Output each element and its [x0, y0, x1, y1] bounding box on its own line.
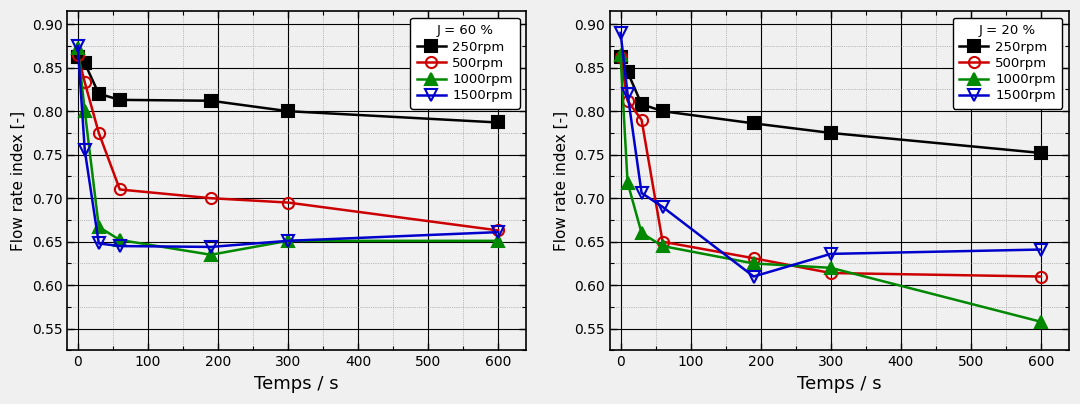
- Y-axis label: Flow rate index [-]: Flow rate index [-]: [554, 111, 569, 251]
- X-axis label: Temps / s: Temps / s: [797, 375, 881, 393]
- Legend: 250rpm, 500rpm, 1000rpm, 1500rpm: 250rpm, 500rpm, 1000rpm, 1500rpm: [953, 18, 1063, 109]
- Legend: 250rpm, 500rpm, 1000rpm, 1500rpm: 250rpm, 500rpm, 1000rpm, 1500rpm: [410, 18, 519, 109]
- X-axis label: Temps / s: Temps / s: [255, 375, 339, 393]
- Y-axis label: Flow rate index [-]: Flow rate index [-]: [11, 111, 26, 251]
